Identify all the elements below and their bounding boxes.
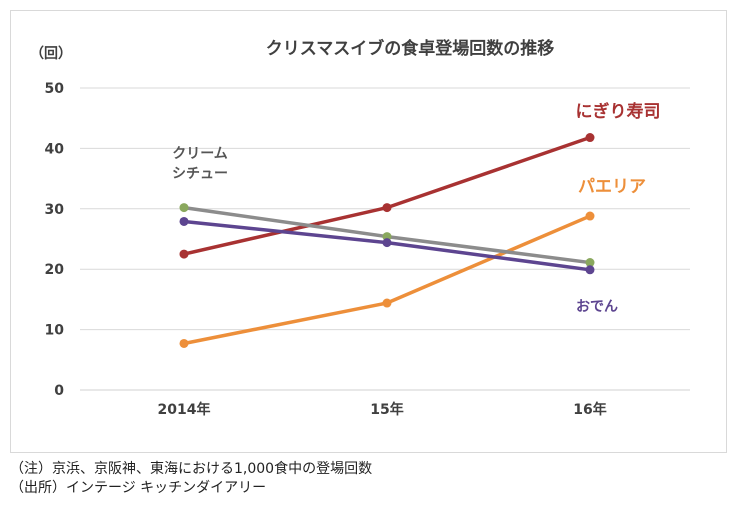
data-point [382, 238, 392, 248]
y-tick-label: 10 [45, 323, 65, 339]
y-tick-label: 0 [54, 383, 64, 399]
series-label: クリーム [172, 146, 228, 162]
x-tick-label: 15年 [370, 401, 403, 418]
data-point [179, 338, 189, 348]
data-point [585, 211, 595, 221]
series-group [179, 133, 595, 348]
gridlines [80, 87, 690, 391]
data-point [382, 203, 392, 213]
y-axis-ticks: 0 10 20 30 40 50 [45, 81, 65, 399]
data-point [179, 203, 189, 213]
y-tick-label: 40 [45, 141, 65, 157]
chart-frame [10, 10, 727, 453]
x-tick-label: 2014年 [158, 401, 211, 418]
footnote-note: （注）京浜、京阪神、東海における1,000食中の登場回数 [10, 461, 373, 477]
footnote-source: （出所）インテージ キッチンダイアリー [10, 480, 267, 496]
data-point [585, 133, 595, 143]
data-point [585, 265, 595, 275]
y-tick-label: 30 [45, 202, 65, 218]
data-point [585, 258, 595, 268]
chart-title: クリスマスイブの食卓登場回数の推移 [266, 38, 555, 59]
x-axis-ticks: 2014年 15年 16年 [158, 401, 607, 418]
series-label: おでん [576, 299, 618, 315]
y-axis-unit-label: （回） [30, 46, 72, 62]
series-label: パエリア [578, 177, 646, 197]
series-label: にぎり寿司 [576, 101, 661, 122]
y-tick-label: 50 [45, 81, 65, 97]
y-tick-label: 20 [45, 262, 65, 278]
series-label: シチュー [172, 166, 228, 182]
data-point [382, 298, 392, 308]
data-point [179, 249, 189, 259]
x-tick-label: 16年 [573, 401, 606, 418]
data-point [179, 216, 189, 226]
